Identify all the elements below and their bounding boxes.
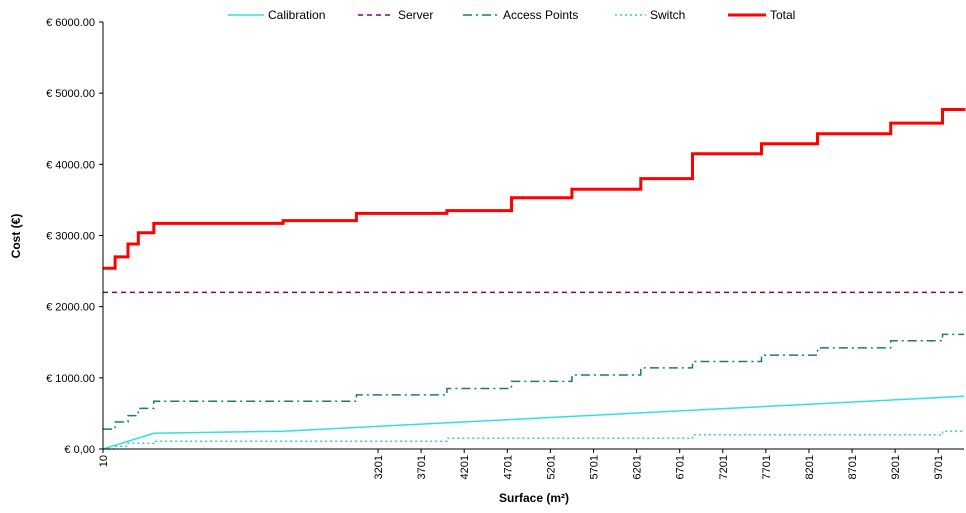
series-switch-line [103, 430, 964, 450]
series-layer [102, 108, 966, 450]
legend-item-switch: Switch [615, 8, 685, 22]
legend-item-calibration: Calibration [228, 8, 325, 22]
x-tick-label: 8701 [847, 455, 859, 479]
x-tick-label: 5701 [588, 455, 600, 479]
x-tick-label: 10 [98, 455, 110, 467]
legend-label: Access Points [503, 8, 578, 22]
x-tick-label: 9201 [890, 455, 902, 479]
y-tick-label: € 0,00 [64, 444, 95, 456]
x-tick-label: 7201 [718, 455, 730, 479]
legend-label: Calibration [268, 8, 325, 22]
x-tick-label: 8201 [804, 455, 816, 479]
series-total-line [103, 108, 966, 270]
legend-item-access-points: Access Points [463, 8, 578, 22]
x-axis-title: Surface (m²) [499, 491, 569, 505]
x-tick-label: 7701 [761, 455, 773, 479]
y-tick-label: € 2000.00 [46, 302, 95, 314]
x-tick-label: 5201 [545, 455, 557, 479]
x-tick-label: 6701 [675, 455, 687, 479]
x-tick-label: 9701 [933, 455, 945, 479]
legend-label: Total [770, 8, 795, 22]
legend: Calibration Server Access Points Switch Tota… [228, 8, 795, 22]
x-tick-label: 3701 [416, 455, 428, 479]
y-tick-label: € 6000.00 [46, 17, 95, 29]
y-tick-label: € 1000.00 [46, 373, 95, 385]
legend-item-total: Total [728, 8, 795, 22]
legend-item-server: Server [358, 8, 433, 22]
plot-area: € 0,00 € 1000.00 € 2000.00 € 3000.00 € 4000.… [46, 17, 966, 479]
series-access-points-line [103, 333, 964, 430]
x-tick-label: 4201 [459, 455, 471, 479]
series-calibration-line [102, 395, 965, 450]
legend-label: Switch [650, 8, 685, 22]
y-axis-title: Cost (€) [9, 214, 23, 259]
y-tick-label: € 4000.00 [46, 159, 95, 171]
legend-label: Server [398, 8, 433, 22]
axes-layer: € 0,00 € 1000.00 € 2000.00 € 3000.00 € 4000.… [46, 17, 964, 479]
y-tick-label: € 3000.00 [46, 231, 95, 243]
y-tick-label: € 5000.00 [46, 88, 95, 100]
x-tick-label: 6201 [632, 455, 644, 479]
x-tick-label: 3201 [373, 455, 385, 479]
x-tick-label: 4701 [502, 455, 514, 479]
